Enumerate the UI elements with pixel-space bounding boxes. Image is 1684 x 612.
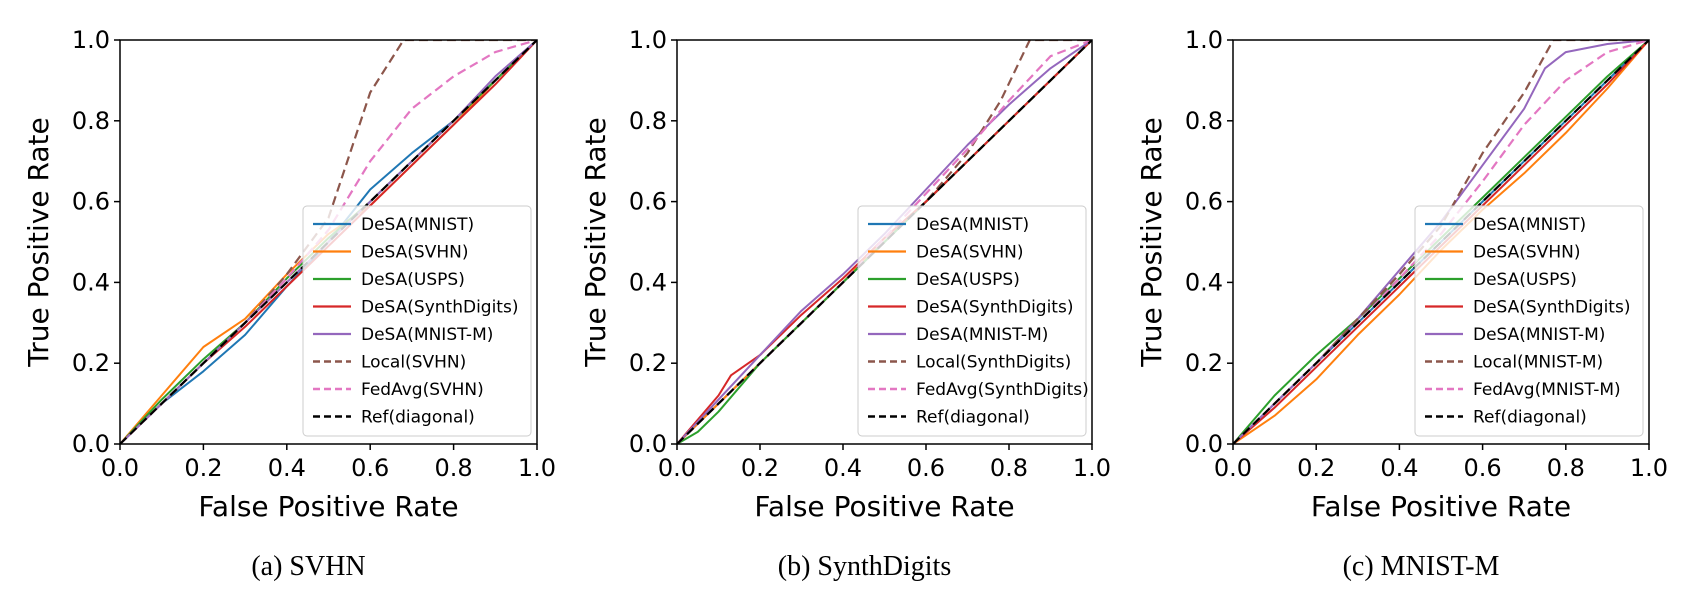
legend-box bbox=[1414, 205, 1644, 437]
x-axis-label: False Positive Rate bbox=[198, 490, 458, 523]
legend-label: Local(MNIST-M) bbox=[1473, 353, 1603, 373]
x-tick-label: 0.6 bbox=[351, 454, 389, 482]
y-tick-label: 0.8 bbox=[1185, 107, 1223, 135]
y-tick-label: 0.4 bbox=[72, 268, 110, 296]
x-axis-label: False Positive Rate bbox=[1311, 490, 1571, 523]
y-tick-label: 1.0 bbox=[1185, 26, 1223, 54]
chart-panel-1: 0.0 0.2 0.4 0.6 0.8 1.0 0.0 0.2 0.4 0.6 0.8 1.0 Fals… bbox=[579, 26, 1111, 582]
x-tick-label: 0.4 bbox=[268, 454, 306, 482]
legend-label: DeSA(SVHN) bbox=[361, 243, 468, 263]
y-tick-label: 0.4 bbox=[1185, 268, 1223, 296]
chart-panel-0: 0.0 0.2 0.4 0.6 0.8 1.0 0.0 0.2 0.4 0.6 0.8 1.0 Fals… bbox=[22, 26, 556, 582]
figure-caption: (b) SynthDigits bbox=[778, 551, 951, 582]
y-tick-label: 0.8 bbox=[72, 107, 110, 135]
figure-caption: (c) MNIST-M bbox=[1343, 551, 1500, 582]
y-tick-label: 1.0 bbox=[629, 26, 667, 54]
legend-label: Ref(diagonal) bbox=[361, 408, 475, 428]
x-tick-label: 0.2 bbox=[741, 454, 779, 482]
legend-box bbox=[302, 205, 532, 437]
series-line-7 bbox=[1233, 40, 1649, 444]
legend-label: DeSA(SVHN) bbox=[916, 243, 1023, 263]
x-tick-label: 1.0 bbox=[1630, 454, 1668, 482]
y-axis-label: True Positive Rate bbox=[1135, 117, 1168, 367]
x-tick-label: 0.2 bbox=[184, 454, 222, 482]
legend-label: DeSA(SynthDigits) bbox=[361, 298, 518, 318]
x-tick-label: 0.8 bbox=[435, 454, 473, 482]
x-axis-label: False Positive Rate bbox=[754, 490, 1014, 523]
x-tick-label: 0.0 bbox=[101, 454, 139, 482]
legend: DeSA(MNIST) DeSA(SVHN) DeSA(USPS) DeSA(Synt… bbox=[1414, 205, 1644, 437]
legend-label: DeSA(USPS) bbox=[361, 270, 465, 290]
legend-label: FedAvg(MNIST-M) bbox=[1473, 380, 1621, 400]
legend-label: DeSA(MNIST) bbox=[916, 215, 1029, 235]
y-tick-label: 0.2 bbox=[1185, 349, 1223, 377]
x-tick-label: 0.0 bbox=[658, 454, 696, 482]
legend: DeSA(MNIST) DeSA(SVHN) DeSA(USPS) DeSA(Synt… bbox=[857, 205, 1089, 437]
x-tick-label: 0.4 bbox=[1380, 454, 1418, 482]
legend-label: DeSA(SVHN) bbox=[1473, 243, 1580, 263]
y-tick-label: 0.0 bbox=[1185, 430, 1223, 458]
y-tick-label: 0.6 bbox=[1185, 188, 1223, 216]
x-tick-label: 0.8 bbox=[990, 454, 1028, 482]
series-line-6 bbox=[677, 40, 1092, 444]
x-tick-label: 0.8 bbox=[1547, 454, 1585, 482]
x-tick-label: 0.6 bbox=[1464, 454, 1502, 482]
y-axis-label: True Positive Rate bbox=[22, 117, 55, 367]
legend-label: DeSA(SynthDigits) bbox=[1473, 298, 1630, 318]
y-tick-label: 0.6 bbox=[629, 188, 667, 216]
plot-frame bbox=[119, 39, 538, 445]
chart-panel-2: 0.0 0.2 0.4 0.6 0.8 1.0 0.0 0.2 0.4 0.6 0.8 1.0 Fals… bbox=[1135, 26, 1668, 582]
legend-label: DeSA(MNIST-M) bbox=[1473, 325, 1605, 345]
x-tick-label: 1.0 bbox=[518, 454, 556, 482]
y-tick-label: 0.6 bbox=[72, 188, 110, 216]
y-tick-label: 0.2 bbox=[629, 349, 667, 377]
x-tick-label: 1.0 bbox=[1073, 454, 1111, 482]
figure-caption: (a) SVHN bbox=[251, 551, 365, 582]
legend-label: FedAvg(SynthDigits) bbox=[916, 380, 1089, 400]
x-tick-label: 0.6 bbox=[907, 454, 945, 482]
legend-label: FedAvg(SVHN) bbox=[361, 380, 484, 400]
legend-box bbox=[857, 205, 1087, 437]
series-line-7 bbox=[677, 40, 1092, 444]
series-line-7 bbox=[120, 40, 537, 444]
legend-label: DeSA(MNIST-M) bbox=[361, 325, 493, 345]
y-axis-label: True Positive Rate bbox=[579, 117, 612, 367]
legend-label: Local(SynthDigits) bbox=[916, 353, 1071, 373]
legend: DeSA(MNIST) DeSA(SVHN) DeSA(USPS) DeSA(Synt… bbox=[302, 205, 532, 437]
y-tick-label: 0.8 bbox=[629, 107, 667, 135]
legend-label: DeSA(MNIST) bbox=[361, 215, 474, 235]
y-tick-label: 0.0 bbox=[629, 430, 667, 458]
legend-label: DeSA(SynthDigits) bbox=[916, 298, 1073, 318]
x-tick-label: 0.4 bbox=[824, 454, 862, 482]
legend-label: DeSA(MNIST-M) bbox=[916, 325, 1048, 345]
y-tick-label: 0.4 bbox=[629, 268, 667, 296]
legend-label: DeSA(USPS) bbox=[1473, 270, 1577, 290]
legend-label: Ref(diagonal) bbox=[916, 408, 1030, 428]
legend-label: Ref(diagonal) bbox=[1473, 408, 1587, 428]
plot-frame bbox=[1232, 39, 1650, 445]
y-tick-label: 1.0 bbox=[72, 26, 110, 54]
legend-label: DeSA(MNIST) bbox=[1473, 215, 1586, 235]
plot-frame bbox=[676, 39, 1093, 445]
x-tick-label: 0.2 bbox=[1297, 454, 1335, 482]
y-tick-label: 0.2 bbox=[72, 349, 110, 377]
legend-label: DeSA(USPS) bbox=[916, 270, 1020, 290]
legend-label: Local(SVHN) bbox=[361, 353, 466, 373]
y-tick-label: 0.0 bbox=[72, 430, 110, 458]
x-tick-label: 0.0 bbox=[1214, 454, 1252, 482]
